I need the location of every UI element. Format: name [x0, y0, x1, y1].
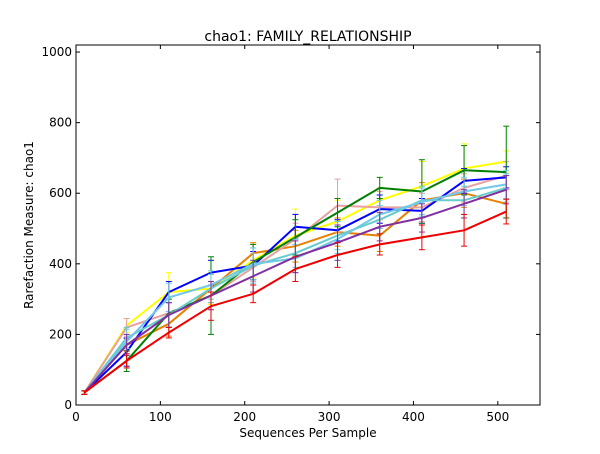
x-tick-label: 200 [233, 410, 256, 424]
y-tick-label: 200 [49, 327, 72, 341]
x-tick-label: 500 [486, 410, 509, 424]
y-tick-label: 400 [49, 257, 72, 271]
plot-area: 0 100 200 300 400 500 0 200 400 600 800 1000 [41, 44, 541, 424]
series-line [83, 174, 507, 394]
y-tick-label: 1000 [41, 45, 72, 59]
x-tick-label: 0 [72, 410, 80, 424]
series-5 [81, 173, 510, 395]
plot-frame [75, 44, 541, 406]
series-8 [81, 198, 510, 395]
y-tick-label: 800 [49, 116, 72, 130]
series-line [83, 169, 507, 394]
x-axis-label: Sequences Per Sample [239, 426, 376, 440]
y-tick-label: 0 [64, 398, 72, 412]
x-tick-label: 100 [149, 410, 172, 424]
series-7 [81, 175, 510, 395]
chart-title: chao1: FAMILY_RELATIONSHIP [204, 29, 411, 45]
series-line [83, 210, 507, 394]
x-tick-label: 400 [402, 410, 425, 424]
x-tick-label: 300 [318, 410, 341, 424]
series-6 [81, 169, 510, 395]
y-tick-label: 600 [49, 186, 72, 200]
y-axis-label: Rarefaction Measure: chao1 [22, 141, 36, 309]
